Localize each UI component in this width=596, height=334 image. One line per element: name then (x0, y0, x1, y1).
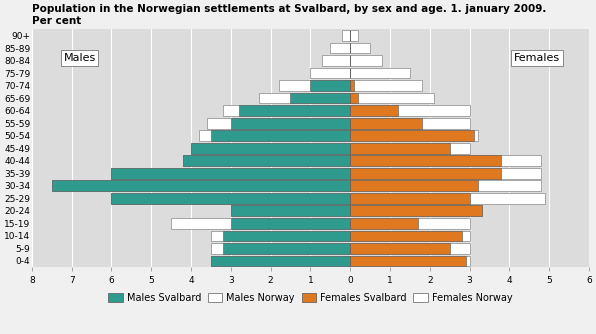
Bar (211, 243, 350, 254)
Bar (350, 256, 465, 266)
Bar (350, 55, 382, 66)
Bar (350, 218, 470, 229)
Bar (52, 180, 350, 191)
Bar (191, 143, 350, 154)
Bar (350, 130, 474, 141)
Bar (350, 118, 422, 129)
Bar (350, 230, 462, 241)
Bar (52, 180, 350, 191)
Bar (350, 155, 501, 166)
Bar (350, 155, 541, 166)
Bar (231, 205, 350, 216)
Bar (350, 180, 541, 191)
Bar (350, 180, 477, 191)
Bar (311, 80, 350, 91)
Bar (223, 243, 350, 254)
Bar (350, 143, 470, 154)
Bar (350, 218, 418, 229)
Bar (350, 80, 422, 91)
Text: Population in the Norwegian settlements at Svalbard, by sex and age. 1. january : Population in the Norwegian settlements … (32, 4, 546, 26)
Bar (342, 30, 350, 41)
Bar (183, 155, 350, 166)
Bar (231, 118, 350, 129)
Text: Females: Females (514, 53, 560, 63)
Bar (207, 118, 350, 129)
Bar (211, 256, 350, 266)
Bar (330, 43, 350, 53)
Bar (350, 80, 354, 91)
Bar (111, 193, 350, 204)
Bar (223, 230, 350, 241)
Bar (350, 93, 358, 104)
Bar (322, 55, 350, 66)
Bar (211, 230, 350, 241)
Bar (350, 143, 449, 154)
Bar (239, 105, 350, 116)
Bar (231, 205, 350, 216)
Bar (111, 168, 350, 179)
Bar (350, 256, 470, 266)
Bar (183, 155, 350, 166)
Bar (350, 168, 541, 179)
Bar (211, 256, 350, 266)
Bar (350, 193, 470, 204)
Bar (350, 118, 470, 129)
Bar (259, 93, 350, 104)
Bar (278, 80, 350, 91)
Bar (350, 130, 477, 141)
Bar (350, 230, 470, 241)
Legend: Males Svalbard, Males Norway, Females Svalbard, Females Norway: Males Svalbard, Males Norway, Females Sv… (106, 291, 514, 305)
Bar (211, 130, 350, 141)
Bar (111, 193, 350, 204)
Bar (171, 218, 350, 229)
Bar (311, 68, 350, 78)
Bar (199, 130, 350, 141)
Bar (350, 93, 434, 104)
Bar (111, 168, 350, 179)
Bar (223, 105, 350, 116)
Bar (350, 243, 449, 254)
Bar (350, 30, 358, 41)
Bar (350, 68, 410, 78)
Bar (350, 205, 482, 216)
Bar (231, 218, 350, 229)
Bar (290, 93, 350, 104)
Bar (350, 243, 470, 254)
Bar (350, 43, 370, 53)
Bar (350, 193, 545, 204)
Bar (350, 205, 482, 216)
Bar (350, 105, 470, 116)
Text: Males: Males (63, 53, 96, 63)
Bar (350, 105, 398, 116)
Bar (191, 143, 350, 154)
Bar (350, 168, 501, 179)
